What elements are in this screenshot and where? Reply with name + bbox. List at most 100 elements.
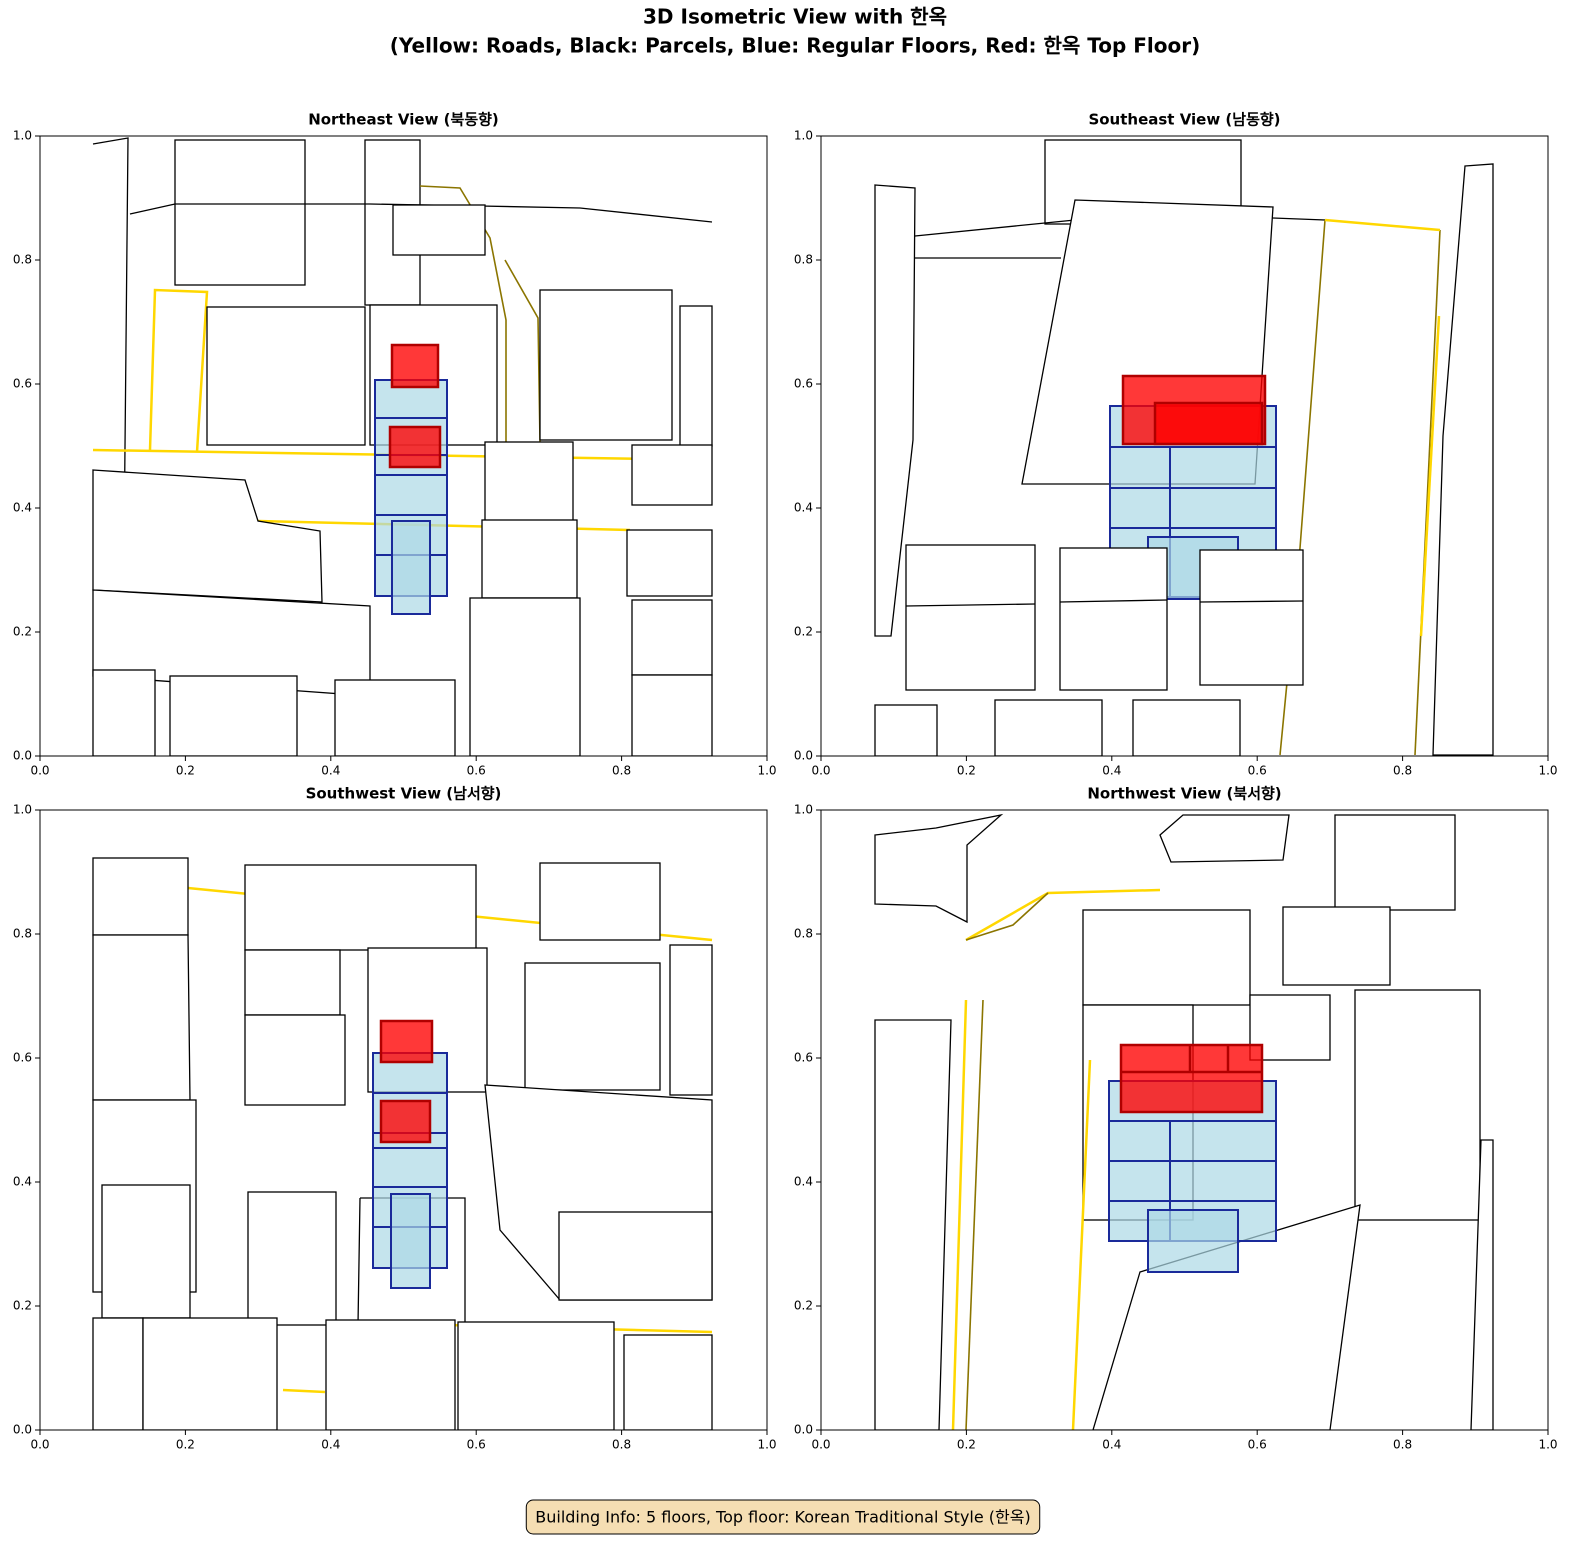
parcel	[325, 1319, 456, 1430]
parcel	[994, 699, 1103, 756]
parcel	[92, 669, 156, 756]
y-tick-label: 0.0	[794, 1423, 813, 1437]
road	[951, 999, 968, 1430]
figure-subtitle: (Yellow: Roads, Black: Parcels, Blue: Re…	[390, 34, 1201, 58]
x-tick-label: 0.2	[176, 1438, 195, 1452]
hanok-floor	[1119, 1043, 1264, 1114]
parcel	[206, 306, 366, 446]
parcel	[524, 962, 661, 1091]
x-tick-label: 0.6	[1248, 764, 1267, 778]
floor-block	[1147, 1209, 1239, 1273]
parcel	[247, 1191, 337, 1326]
scene	[92, 137, 713, 756]
x-tick-label: 0.0	[30, 764, 49, 778]
road	[1419, 315, 1441, 637]
x-tick-label: 0.0	[811, 1438, 830, 1452]
parcel-edge	[905, 603, 1036, 607]
floor-block	[390, 1193, 431, 1289]
hanok-floor	[379, 1099, 432, 1144]
parcel	[484, 441, 574, 523]
road	[965, 999, 984, 1430]
panel-title: Southwest View (남서향)	[306, 785, 502, 803]
parcel	[874, 184, 916, 637]
parcel	[679, 305, 713, 447]
scene	[92, 857, 713, 1430]
road	[282, 1388, 326, 1394]
x-tick-label: 0.4	[1102, 764, 1121, 778]
y-tick-label: 0.8	[794, 927, 813, 941]
parcel	[1082, 909, 1251, 1006]
y-tick-label: 1.0	[794, 129, 813, 143]
parcel	[631, 674, 713, 756]
parcel	[101, 1184, 191, 1319]
x-tick-label: 1.0	[1538, 764, 1557, 778]
scene	[874, 139, 1494, 756]
axes-frame	[820, 135, 1549, 757]
x-tick-label: 0.6	[1248, 1438, 1267, 1452]
road	[965, 892, 1049, 941]
x-tick-label: 0.8	[612, 764, 631, 778]
parcel	[623, 1334, 713, 1430]
hanok-floor	[379, 1019, 434, 1064]
x-tick-label: 0.2	[957, 1438, 976, 1452]
parcel	[539, 862, 661, 941]
axes-frame	[820, 809, 1549, 1431]
parcel	[874, 1019, 952, 1430]
x-tick-label: 0.6	[467, 764, 486, 778]
parcel	[558, 1211, 713, 1301]
parcel	[1282, 906, 1391, 986]
road	[419, 185, 507, 442]
y-tick-label: 0.2	[13, 1299, 32, 1313]
x-tick-label: 0.0	[30, 1438, 49, 1452]
info-box-frame	[525, 1499, 1041, 1535]
y-tick-label: 0.4	[794, 501, 813, 515]
parcel	[244, 949, 341, 1016]
x-tick-label: 0.8	[612, 1438, 631, 1452]
y-tick-label: 1.0	[13, 803, 32, 817]
floor-line	[1110, 446, 1276, 597]
road	[504, 259, 541, 443]
parcel	[469, 597, 581, 756]
parcel	[1159, 814, 1290, 863]
x-tick-label: 0.2	[176, 764, 195, 778]
axes-frame	[39, 135, 768, 757]
parcel	[334, 679, 456, 756]
y-tick-label: 0.2	[13, 625, 32, 639]
y-tick-label: 0.6	[13, 1051, 32, 1065]
parcel	[92, 469, 323, 603]
parcel	[1059, 547, 1168, 691]
y-tick-label: 0.6	[794, 377, 813, 391]
panel-title: Northwest View (북서향)	[1087, 785, 1281, 803]
floor-block	[391, 520, 431, 615]
parcel	[631, 599, 713, 676]
parcel	[92, 1317, 144, 1430]
info-box: Building Info: 5 floors, Top floor: Kore…	[525, 1499, 1041, 1535]
hanok-line	[1121, 1045, 1262, 1074]
parcel	[142, 1317, 278, 1430]
road	[1414, 229, 1441, 756]
parcel	[244, 1014, 346, 1106]
parcel	[1470, 1139, 1494, 1430]
y-tick-label: 1.0	[794, 803, 813, 817]
road	[1324, 218, 1441, 232]
road	[1279, 219, 1326, 756]
parcel	[626, 529, 713, 597]
parcel	[1132, 699, 1241, 756]
x-tick-label: 1.0	[757, 764, 776, 778]
parcel	[174, 139, 306, 286]
parcel-edge	[1199, 600, 1304, 603]
parcel	[631, 444, 713, 506]
y-tick-label: 0.0	[13, 1423, 32, 1437]
y-tick-label: 0.6	[13, 377, 32, 391]
y-tick-label: 0.2	[794, 1299, 813, 1313]
parcel	[92, 934, 191, 1101]
parcel	[1199, 549, 1304, 686]
hanok-floor	[390, 343, 440, 389]
y-tick-label: 0.8	[13, 253, 32, 267]
road	[148, 288, 209, 453]
x-tick-label: 1.0	[757, 1438, 776, 1452]
x-tick-label: 0.6	[467, 1438, 486, 1452]
parcel	[874, 813, 1004, 924]
parcel	[392, 204, 486, 256]
y-tick-label: 0.4	[13, 1175, 32, 1189]
